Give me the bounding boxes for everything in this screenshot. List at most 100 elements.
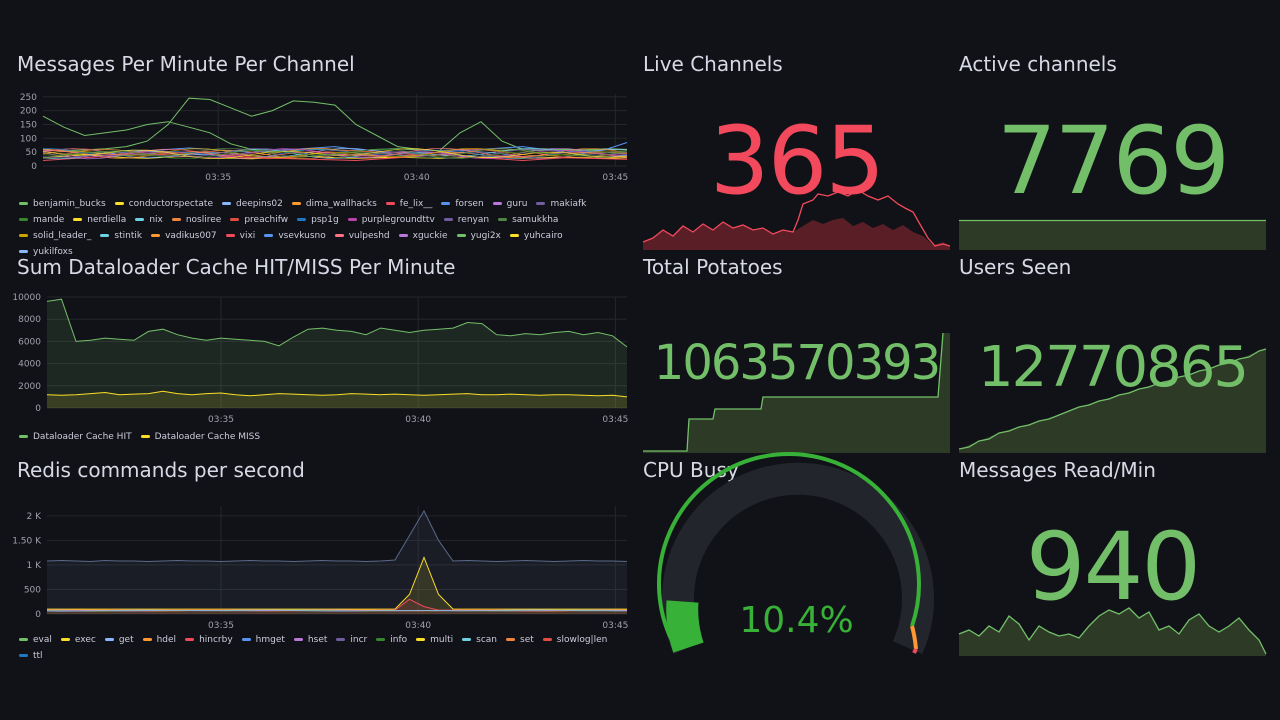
legend-item[interactable]: vadikus007 — [151, 228, 217, 244]
x-tick-label: 03:45 — [602, 173, 628, 183]
legend-label: set — [520, 635, 534, 645]
legend-item[interactable]: xguckie — [398, 228, 448, 244]
panel-dataloader-cache[interactable]: Sum Dataloader Cache HIT/MISS Per Minute… — [12, 255, 629, 450]
cpu-gauge-threshold-green — [657, 451, 921, 652]
legend-item[interactable]: get — [104, 632, 134, 648]
series-line[interactable] — [46, 298, 628, 348]
panel-redis-commands[interactable]: Redis commands per second 0 500 1 K 1.50 K 2… — [12, 458, 629, 661]
legend-item[interactable]: solid_leader_ — [19, 228, 91, 244]
series-line[interactable] — [42, 147, 628, 159]
x-tick-label: 03:45 — [602, 415, 628, 425]
legend-item[interactable]: guru — [492, 196, 527, 212]
legend-item[interactable]: purplegroundttv — [347, 212, 435, 228]
legend-label: get — [118, 635, 134, 645]
legend-item[interactable]: scan — [462, 632, 497, 648]
series-line[interactable] — [42, 151, 628, 162]
legend-label: conductorspectate — [128, 199, 213, 209]
legend-item[interactable]: nosliree — [171, 212, 222, 228]
legend-item[interactable]: exec — [60, 632, 96, 648]
legend-item[interactable]: hset — [293, 632, 327, 648]
panel-title[interactable]: Sum Dataloader Cache HIT/MISS Per Minute — [17, 255, 456, 279]
panel-title[interactable]: Messages Per Minute Per Channel — [17, 52, 355, 76]
series-line[interactable] — [42, 147, 628, 160]
legend-swatch — [334, 234, 344, 237]
panel-title[interactable]: Redis commands per second — [17, 458, 305, 482]
legend-item[interactable]: slowlog|len — [542, 632, 607, 648]
messages-line-chart[interactable]: 0 50 100 150 200 250 03:35 03:40 03:45 — [17, 90, 629, 186]
panel-messages-per-minute[interactable]: Messages Per Minute Per Channel 0 50 100 15… — [17, 52, 629, 257]
legend-item[interactable]: Dataloader Cache HIT — [19, 429, 132, 445]
legend-swatch — [114, 202, 124, 205]
legend-item[interactable]: renyan — [443, 212, 489, 228]
legend-item[interactable]: incr — [336, 632, 367, 648]
legend-item[interactable]: mande — [19, 212, 64, 228]
legend-item[interactable]: conductorspectate — [114, 196, 213, 212]
panel-total-potatoes[interactable]: Total Potatoes 1063570393 — [643, 255, 950, 453]
legend-item[interactable]: vixi — [225, 228, 255, 244]
series-line[interactable] — [42, 142, 628, 155]
legend-item[interactable]: vulpeshd — [334, 228, 390, 244]
legend-item[interactable]: psp1g — [297, 212, 339, 228]
legend-item[interactable]: ttl — [19, 648, 43, 664]
panel-title[interactable]: Users Seen — [959, 255, 1072, 279]
legend-swatch — [416, 638, 426, 641]
legend-swatch — [185, 638, 195, 641]
legend-swatch — [376, 638, 386, 641]
legend-item[interactable]: set — [506, 632, 534, 648]
series-line[interactable] — [46, 390, 628, 398]
legend-item[interactable]: Dataloader Cache MISS — [140, 429, 260, 445]
legend-item[interactable]: yuhcairo — [509, 228, 563, 244]
y-tick-label: 6000 — [18, 337, 41, 347]
legend-item[interactable]: dima_wallhacks — [291, 196, 377, 212]
legend-item[interactable]: preachifw — [230, 212, 288, 228]
legend-swatch — [135, 218, 145, 221]
legend-item[interactable]: deepins02 — [221, 196, 283, 212]
series-line[interactable] — [42, 147, 628, 159]
legend-swatch — [542, 638, 552, 641]
y-tick-label: 8000 — [18, 315, 41, 325]
series-line[interactable] — [42, 147, 628, 159]
legend-item[interactable]: multi — [416, 632, 453, 648]
redis-area-chart[interactable]: 0 500 1 K 1.50 K 2 K 03:35 03:40 03:45 — [12, 502, 629, 632]
legend-item[interactable]: forsen — [441, 196, 484, 212]
series-line[interactable] — [47, 556, 627, 610]
series-line[interactable] — [47, 609, 628, 612]
legend-item[interactable]: vsevkusno — [264, 228, 326, 244]
panel-title[interactable]: Active channels — [959, 52, 1117, 76]
series-line[interactable] — [46, 609, 628, 612]
legend-item[interactable]: makiafk — [536, 196, 586, 212]
legend-item[interactable]: stintik — [100, 228, 142, 244]
panel-cpu-busy[interactable]: CPU Busy 10.4% — [643, 451, 950, 656]
cache-line-chart[interactable]: 0 2000 4000 6000 8000 10000 03:35 03:40 03:45 — [12, 293, 629, 428]
legend-item[interactable]: hmget — [241, 632, 285, 648]
legend-swatch — [19, 435, 28, 438]
panel-title[interactable]: Messages Read/Min — [959, 458, 1156, 482]
legend-item[interactable]: nix — [135, 212, 163, 228]
series-line[interactable] — [42, 148, 628, 160]
panel-title[interactable]: Live Channels — [643, 52, 783, 76]
legend-item[interactable]: benjamin_bucks — [19, 196, 106, 212]
legend-item[interactable]: samukkha — [498, 212, 558, 228]
panel-live-channels[interactable]: Live Channels 365 — [642, 52, 951, 250]
series-line[interactable] — [46, 509, 628, 563]
legend-item[interactable]: hincrby — [185, 632, 233, 648]
panel-users-seen[interactable]: Users Seen 12770865 — [958, 255, 1267, 453]
panel-active-channels[interactable]: Active channels 7769 — [959, 52, 1266, 250]
legend-item[interactable]: eval — [19, 632, 52, 648]
panel-title[interactable]: Total Potatoes — [643, 255, 783, 279]
panel-messages-read[interactable]: Messages Read/Min 940 — [958, 458, 1267, 656]
legend-label: vsevkusno — [278, 231, 326, 241]
legend-item[interactable]: info — [376, 632, 407, 648]
legend-item[interactable]: hdel — [142, 632, 176, 648]
legend-label: fe_lix__ — [399, 199, 433, 209]
users-seen-sparkline — [958, 348, 1267, 453]
legend-swatch — [291, 202, 301, 205]
legend-item[interactable]: nerdiella — [73, 212, 126, 228]
legend-label: nosliree — [185, 215, 222, 225]
legend-item[interactable]: yugi2x — [456, 228, 501, 244]
series-area — [47, 299, 627, 408]
x-tick-label: 03:40 — [405, 621, 431, 631]
legend-item[interactable]: fe_lix__ — [385, 196, 433, 212]
legend-item[interactable]: yukilfoxs — [19, 244, 73, 260]
series-line[interactable] — [42, 148, 628, 159]
